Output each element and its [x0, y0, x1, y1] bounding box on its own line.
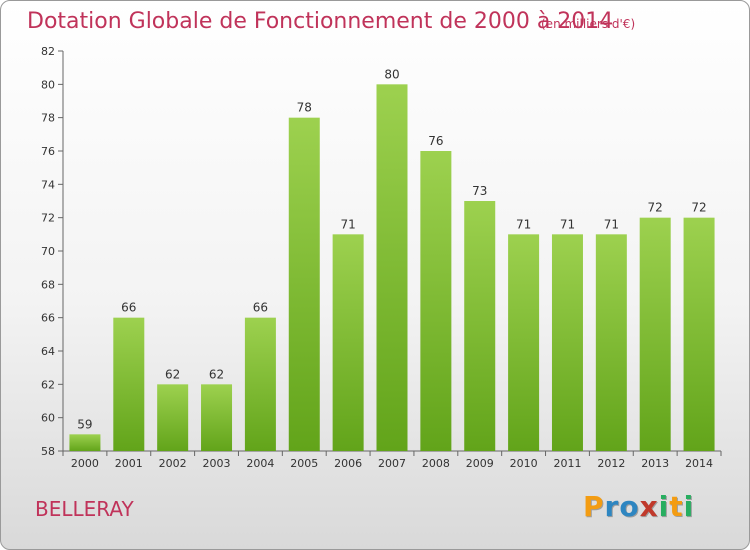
proxiti-logo: Proxiti [583, 490, 694, 523]
x-tick-label: 2005 [290, 457, 318, 470]
commune-name: BELLERAY [35, 497, 134, 521]
x-tick-label: 2012 [597, 457, 625, 470]
bar-value-label: 73 [472, 184, 487, 198]
y-tick-label: 66 [41, 312, 55, 325]
y-tick-label: 68 [41, 278, 55, 291]
bar-2005 [288, 117, 320, 452]
bar-2002 [157, 384, 189, 451]
bar-value-label: 72 [648, 201, 663, 215]
bar-value-label: 72 [691, 201, 706, 215]
bar-value-label: 80 [384, 67, 399, 81]
bar-value-label: 71 [604, 217, 619, 231]
bar-2000 [69, 434, 101, 451]
bar-2012 [595, 234, 627, 451]
y-tick-label: 82 [41, 45, 55, 58]
x-tick-label: 2006 [334, 457, 362, 470]
bar-value-label: 66 [121, 301, 136, 315]
bar-value-label: 62 [209, 367, 224, 381]
bar-2013 [639, 217, 671, 451]
y-tick-label: 62 [41, 378, 55, 391]
bar-2008 [420, 151, 452, 451]
y-tick-label: 70 [41, 245, 55, 258]
bar-2006 [332, 234, 364, 451]
bar-value-label: 71 [560, 217, 575, 231]
chart-subtitle: (en milliers d'€) [541, 17, 636, 31]
y-tick-label: 80 [41, 78, 55, 91]
bar-value-label: 71 [340, 217, 355, 231]
bar-value-label: 76 [428, 134, 443, 148]
bar-2010 [508, 234, 540, 451]
bar-2003 [201, 384, 233, 451]
bar-2009 [464, 201, 496, 451]
y-tick-label: 76 [41, 145, 55, 158]
x-tick-label: 2007 [378, 457, 406, 470]
x-tick-label: 2013 [641, 457, 669, 470]
logo-letter: r [604, 490, 620, 523]
bar-2004 [244, 317, 276, 451]
bar-value-label: 66 [253, 301, 268, 315]
y-tick-label: 58 [41, 445, 55, 458]
x-tick-label: 2010 [510, 457, 538, 470]
bar-2011 [551, 234, 583, 451]
y-tick-label: 74 [41, 178, 55, 191]
logo-letter: P [583, 490, 605, 523]
y-tick-label: 72 [41, 212, 55, 225]
logo-letter: i [658, 490, 670, 523]
chart-title: Dotation Globale de Fonctionnement de 20… [27, 9, 614, 34]
bar-2014 [683, 217, 715, 451]
x-tick-label: 2008 [422, 457, 450, 470]
logo-letter: t [669, 490, 684, 523]
x-tick-label: 2009 [466, 457, 494, 470]
y-tick-label: 60 [41, 412, 55, 425]
logo-letter: i [683, 490, 695, 523]
bar-value-label: 71 [516, 217, 531, 231]
x-tick-label: 2014 [685, 457, 713, 470]
x-tick-label: 2000 [71, 457, 99, 470]
y-tick-label: 78 [41, 112, 55, 125]
x-tick-label: 2004 [246, 457, 274, 470]
logo-letter: o [619, 490, 640, 523]
logo-letter: x [639, 490, 659, 523]
y-tick-label: 64 [41, 345, 55, 358]
bar-2001 [113, 317, 145, 451]
bar-value-label: 59 [77, 417, 92, 431]
bar-value-label: 78 [297, 101, 312, 115]
bar-value-label: 62 [165, 367, 180, 381]
x-tick-label: 2011 [553, 457, 581, 470]
bar-2007 [376, 84, 408, 451]
x-tick-label: 2003 [203, 457, 231, 470]
x-tick-label: 2001 [115, 457, 143, 470]
x-tick-label: 2002 [159, 457, 187, 470]
